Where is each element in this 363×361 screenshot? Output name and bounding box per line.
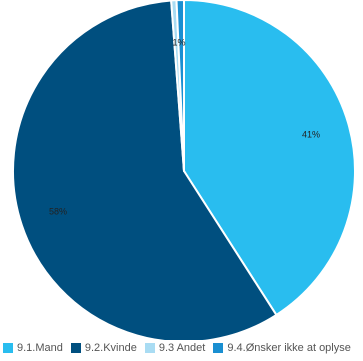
legend-label-mand: 9.1.Mand: [17, 342, 63, 354]
legend-swatch-andet: [144, 343, 155, 353]
pie-label-kvinde: 58%: [49, 206, 67, 216]
legend-label-andet: 9.3 Andet: [158, 342, 206, 354]
legend-item-mand[interactable]: 9.1.Mand: [3, 342, 63, 354]
legend-swatch-mand: [3, 343, 13, 353]
legend-label-oensker-ikke: 9.4.Ønsker ikke at oplyse: [227, 342, 351, 354]
legend-swatch-oensker-ikke: [213, 343, 224, 353]
legend-item-kvinde[interactable]: 9.2.Kvinde: [70, 342, 137, 354]
pie-chart: 41% 58% 1%: [12, 0, 356, 340]
pie-slice-oensker-ikke[interactable]: [175, 0, 185, 172]
pie-label-mand: 41%: [302, 129, 320, 139]
chart-legend: 9.1.Mand 9.2.Kvinde 9.3 Andet 9.4.Ønsker…: [3, 342, 363, 354]
legend-item-oensker-ikke[interactable]: 9.4.Ønsker ikke at oplyse: [213, 342, 351, 354]
pie-slice-kvinde[interactable]: [12, 0, 278, 340]
pie-label-oensker-ikke: 1%: [172, 37, 185, 47]
legend-swatch-kvinde: [70, 343, 81, 353]
legend-item-andet[interactable]: 9.3 Andet: [144, 342, 206, 354]
legend-label-kvinde: 9.2.Kvinde: [84, 342, 137, 354]
